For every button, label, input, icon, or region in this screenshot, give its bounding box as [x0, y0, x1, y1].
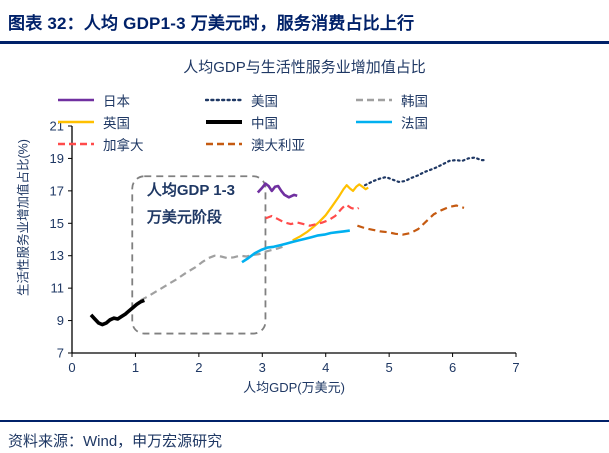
legend-item-2: 美国	[205, 89, 355, 111]
legend-line-sample	[356, 120, 392, 124]
x-tick-label: 2	[195, 360, 202, 375]
legend-label: 美国	[251, 94, 278, 109]
legend-item-3: 韩国	[355, 89, 515, 111]
series-line-7	[265, 203, 360, 227]
legend-item-6: 法国	[355, 111, 515, 133]
figure-title: 图表 32：人均 GDP1-3 万美元时，服务消费占比上行	[8, 14, 415, 33]
y-tick-label: 11	[51, 281, 65, 296]
series-line-2	[363, 156, 487, 187]
y-tick-label: 19	[50, 151, 64, 166]
legend-label: 加拿大	[103, 138, 144, 153]
legend-line-sample	[58, 120, 94, 124]
source-text: 资料来源：Wind，申万宏源研究	[8, 433, 223, 450]
annotation-box	[131, 175, 267, 335]
series-line-6	[241, 229, 350, 264]
legend-line-sample	[205, 98, 243, 102]
chart-title: 人均GDP与生活性服务业增加值占比	[183, 59, 426, 76]
annotation-text-line: 人均GDP 1-3	[147, 181, 235, 199]
x-tick-label: 0	[68, 360, 75, 375]
legend-line-sample	[206, 142, 242, 146]
legend-label: 韩国	[401, 94, 428, 109]
legend-line-sample	[206, 120, 242, 124]
x-tick-label: 4	[322, 360, 329, 375]
legend-label: 法国	[401, 116, 428, 131]
legend-line-sample	[58, 142, 94, 146]
legend-item-7: 加拿大	[57, 133, 205, 155]
legend-label: 中国	[251, 116, 278, 131]
y-tick-label: 7	[57, 346, 64, 361]
chart-legend: 日本 美国 韩国英国 中国 法国加拿大 澳大利亚	[57, 89, 515, 155]
y-tick-label: 13	[50, 248, 64, 263]
legend-label: 日本	[103, 94, 130, 109]
legend-line-sample	[58, 98, 94, 102]
x-tick-label: 6	[449, 360, 456, 375]
x-tick-label: 1	[132, 360, 139, 375]
legend-line-sample	[356, 98, 392, 102]
legend-item-8: 澳大利亚	[205, 133, 355, 155]
series-line-8	[357, 204, 465, 236]
legend-label: 英国	[103, 116, 130, 131]
x-tick-label: 5	[386, 360, 393, 375]
legend-label: 澳大利亚	[251, 138, 305, 153]
series-line-5	[89, 298, 145, 327]
legend-item-5: 中国	[205, 111, 355, 133]
y-axis-label: 生活性服务业增加值占比(%)	[16, 139, 31, 296]
series-line-1	[256, 182, 298, 199]
chart: 7 9 11 13 15 17 19 21 0 1 2 3 4 5 6 7 人均GDP 1-3 万美元阶段 日本美…	[0, 77, 609, 399]
series-line-4	[292, 183, 369, 242]
y-tick-label: 15	[50, 216, 64, 231]
y-tick-label: 17	[50, 183, 64, 198]
figure-header: 图表 32：人均 GDP1-3 万美元时，服务消费占比上行	[0, 0, 609, 44]
annotation-text-line: 万美元阶段	[146, 208, 222, 226]
x-tick-label: 7	[512, 360, 519, 375]
x-axis-label: 人均GDP(万美元)	[243, 380, 345, 395]
series-line-3	[139, 245, 283, 302]
legend-item-1: 日本	[57, 89, 205, 111]
source-footer: 资料来源：Wind，申万宏源研究	[0, 420, 609, 453]
x-tick-label: 3	[259, 360, 266, 375]
legend-item-4: 英国	[57, 111, 205, 133]
y-tick-label: 9	[57, 313, 64, 328]
